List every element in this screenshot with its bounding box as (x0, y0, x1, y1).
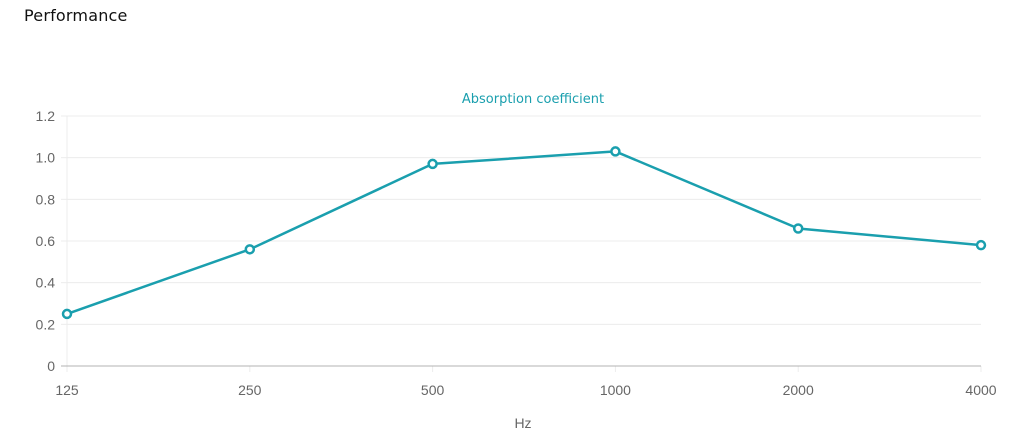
x-tick-label: 125 (55, 382, 79, 398)
y-tick-label: 0.4 (36, 275, 56, 291)
data-point[interactable] (792, 223, 804, 234)
y-tick-label: 1.0 (36, 150, 56, 166)
x-tick-label: 1000 (600, 382, 631, 398)
legend-label[interactable]: Absorption coefficient (462, 92, 604, 107)
y-tick-label: 0.2 (36, 316, 56, 332)
y-tick-label: 0.8 (36, 191, 56, 207)
label-layer: 0 0.2 0.4 0.6 0.8 1.0 1.2 125 250 500 1000 2000 4000… (36, 92, 997, 431)
data-point[interactable] (61, 308, 73, 320)
y-tick-label: 0.6 (36, 233, 56, 249)
x-tick-label: 4000 (965, 382, 996, 398)
series-line (66, 150, 982, 316)
section-title: Performance (24, 6, 128, 25)
series-layer (61, 146, 987, 320)
x-tick-label: 500 (421, 382, 445, 398)
data-point[interactable] (975, 239, 987, 251)
data-point[interactable] (610, 146, 621, 157)
x-axis-title: Hz (514, 415, 531, 431)
y-tick-label: 0 (47, 358, 55, 374)
grid-layer (67, 115, 981, 325)
data-point[interactable] (427, 158, 438, 170)
y-tick-label: 1.2 (36, 108, 56, 124)
axis-layer (61, 115, 982, 372)
data-point[interactable] (244, 244, 256, 255)
x-tick-label: 250 (238, 382, 262, 398)
x-tick-label: 2000 (783, 382, 814, 398)
